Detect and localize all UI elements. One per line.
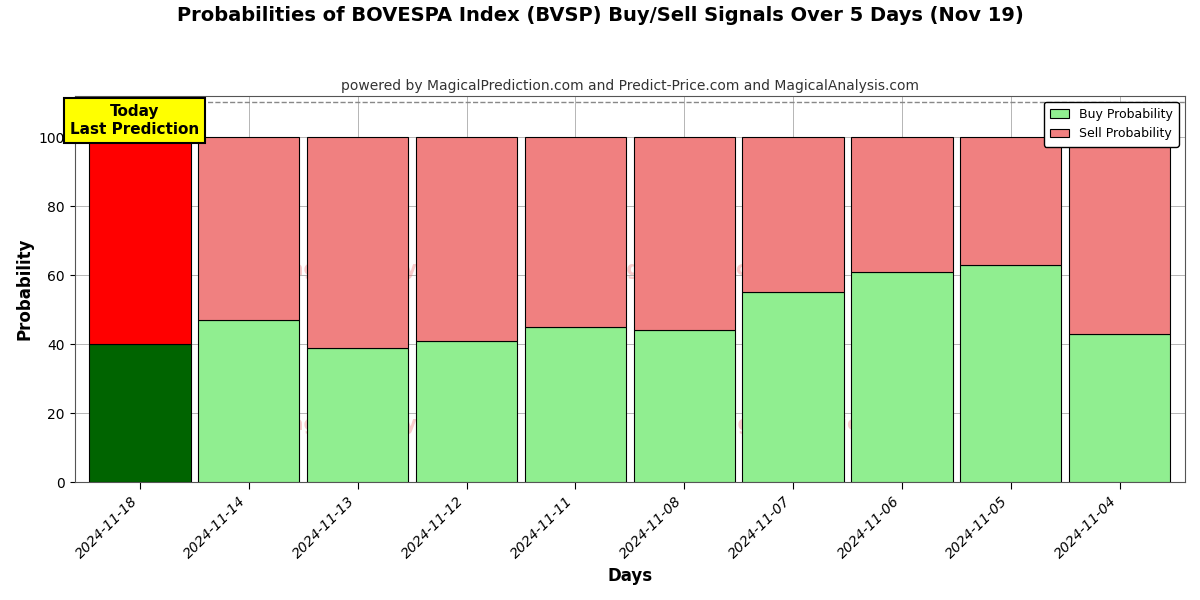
Bar [89,344,191,482]
Bar [307,348,408,482]
Bar [851,137,953,272]
Bar [524,137,626,327]
Title: powered by MagicalPrediction.com and Predict-Price.com and MagicalAnalysis.com: powered by MagicalPrediction.com and Pre… [341,79,919,93]
Bar [634,137,734,331]
Bar [851,272,953,482]
Text: Probabilities of BOVESPA Index (BVSP) Buy/Sell Signals Over 5 Days (Nov 19): Probabilities of BOVESPA Index (BVSP) Bu… [176,6,1024,25]
Bar [634,331,734,482]
Text: MagicalPrediction.com: MagicalPrediction.com [704,415,954,434]
Bar [960,137,1062,265]
Bar [416,137,517,341]
Legend: Buy Probability, Sell Probability: Buy Probability, Sell Probability [1044,102,1178,146]
Y-axis label: Probability: Probability [16,238,34,340]
Bar [524,327,626,482]
Text: MagicalAnalysis.com: MagicalAnalysis.com [271,260,499,279]
Bar [198,320,300,482]
Bar [743,137,844,292]
Bar [743,292,844,482]
Bar [307,137,408,348]
Text: Today
Last Prediction: Today Last Prediction [70,104,199,137]
Bar [198,137,300,320]
Bar [89,137,191,344]
Bar [416,341,517,482]
Text: MagicalAnalysis.com: MagicalAnalysis.com [271,415,499,434]
Text: MagicalPrediction.com: MagicalPrediction.com [594,260,844,279]
X-axis label: Days: Days [607,567,653,585]
Bar [1069,137,1170,334]
Bar [960,265,1062,482]
Bar [1069,334,1170,482]
